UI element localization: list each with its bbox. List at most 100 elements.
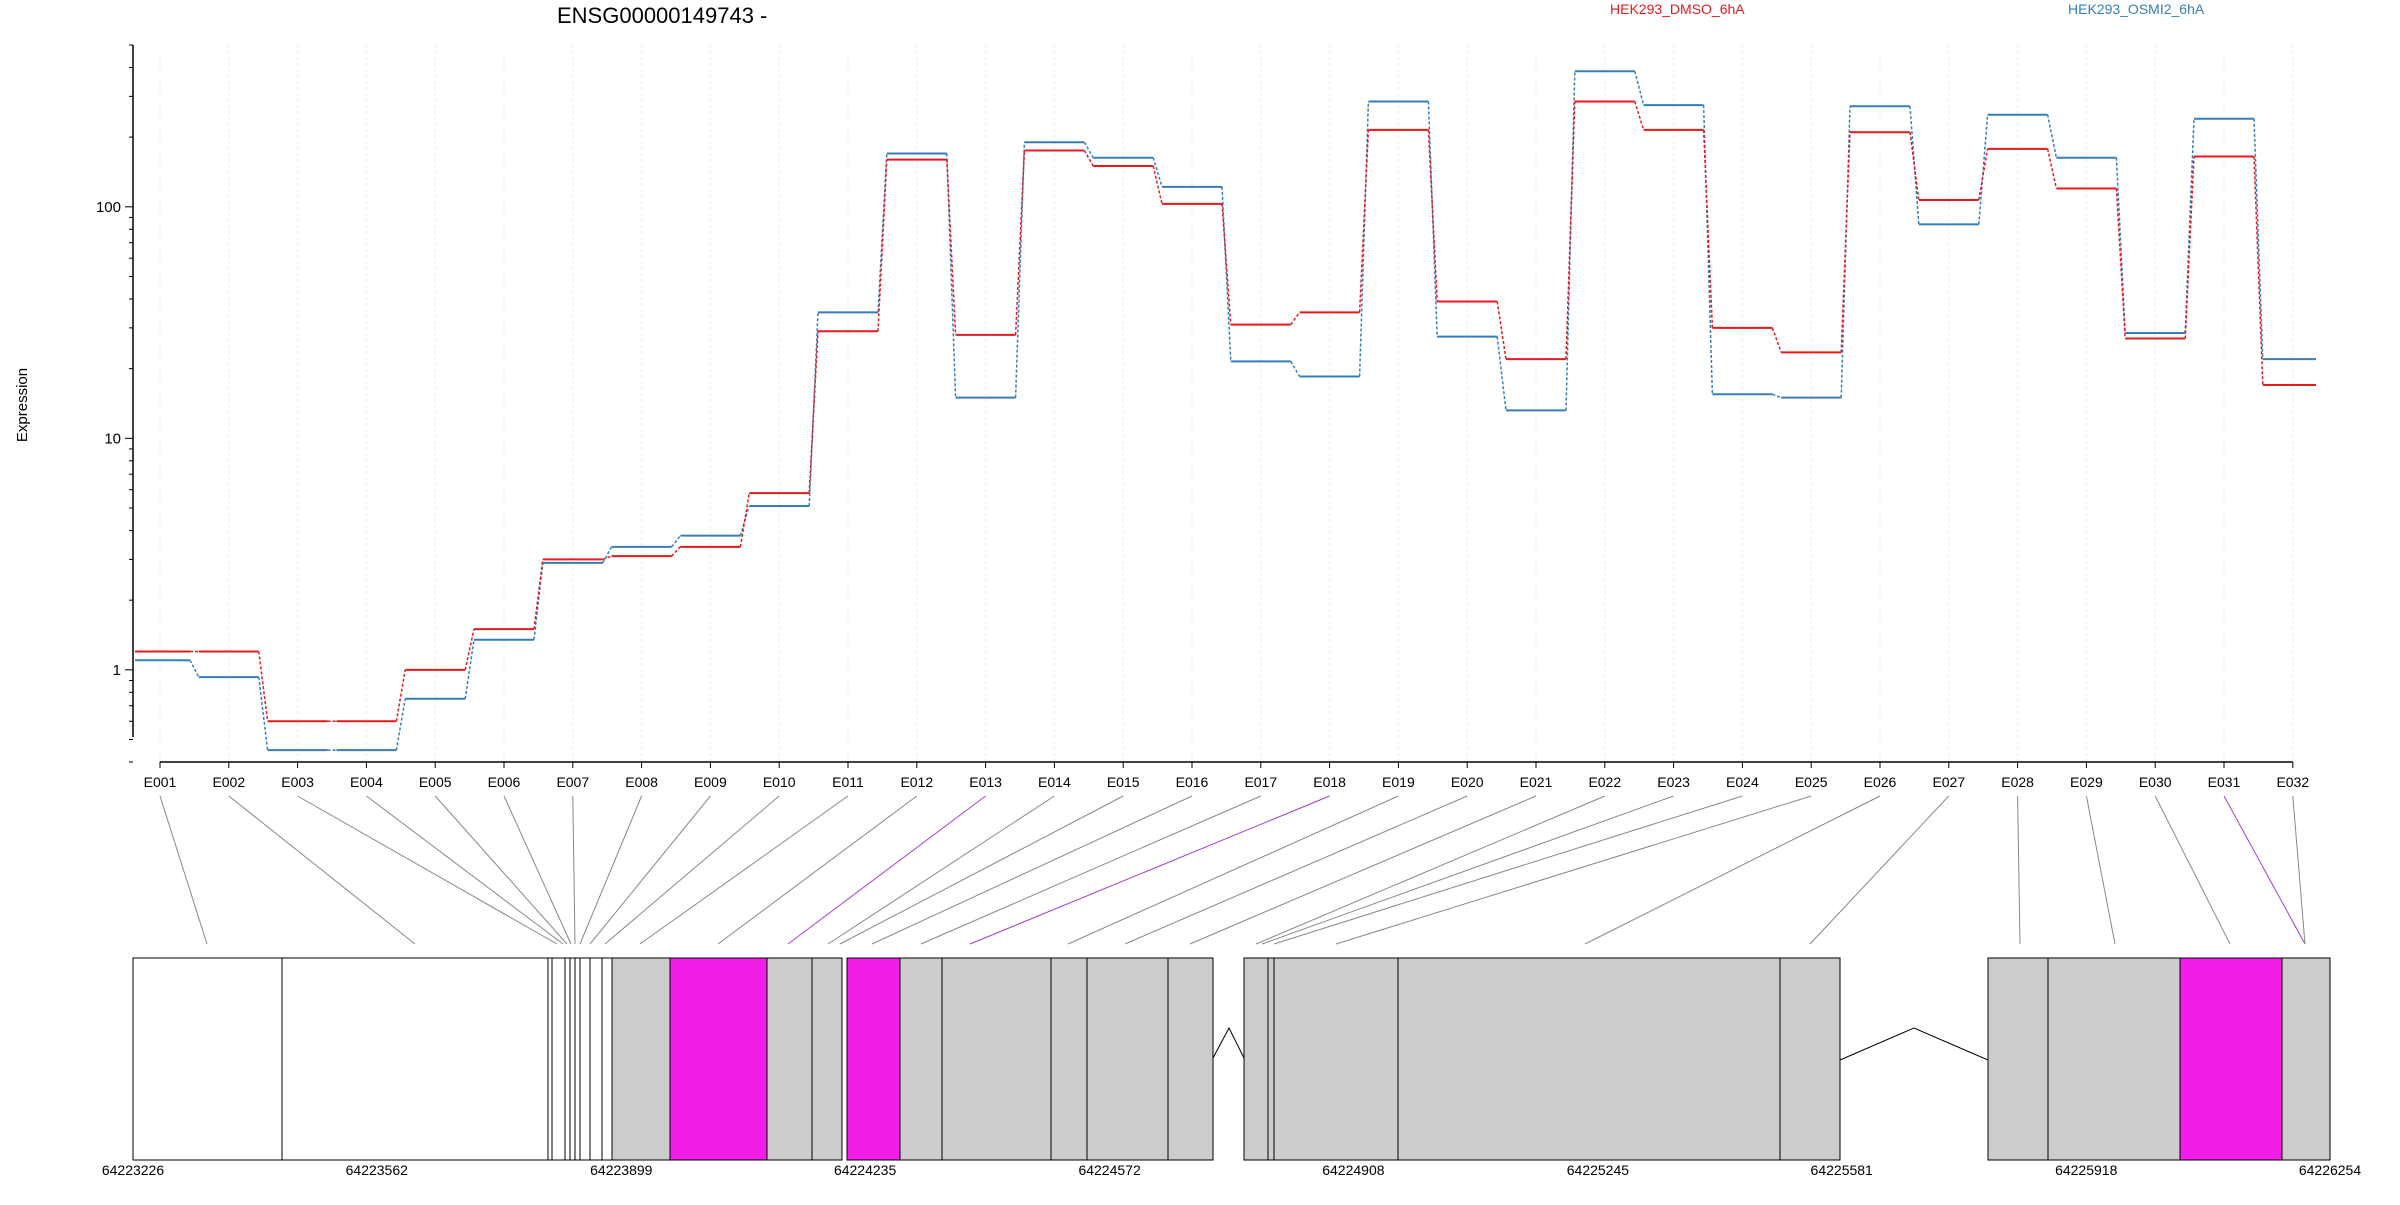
data-connector: [2253, 156, 2264, 386]
exon-block: [2047, 957, 2181, 1161]
data-connector: [2115, 188, 2126, 339]
exon-connector-E029: [2085, 795, 2116, 945]
exon-block: [547, 957, 553, 1161]
exon-connector-E023: [1261, 795, 1674, 945]
x-tick-label-E018: E018: [1313, 774, 1346, 790]
exon-connector-E022: [1255, 795, 1605, 945]
exon-block: [811, 957, 843, 1161]
genomic-coordinate-label: 64223899: [590, 1162, 653, 1178]
data-connector: [1634, 71, 1645, 106]
exon-block: [579, 957, 591, 1161]
data-connector: [533, 562, 544, 640]
gene-model: 64223226 64223562 64223899 64224235 64224572…: [102, 957, 2362, 1178]
data-connector: [1771, 327, 1782, 353]
data-connector: [1083, 141, 1094, 159]
exon-block: [899, 957, 943, 1161]
data-connector: [1152, 165, 1163, 205]
x-tick-label-E022: E022: [1588, 774, 1621, 790]
exon-connector-E028: [2017, 795, 2021, 945]
x-tick-label-E030: E030: [2139, 774, 2172, 790]
exon-block-highlighted: [669, 957, 768, 1161]
exon-block: [1167, 957, 1214, 1161]
exon-connector-E012: [717, 795, 918, 945]
exon-connector-E003: [297, 795, 558, 945]
x-tick-label-E013: E013: [969, 774, 1002, 790]
data-connector: [1772, 393, 1782, 399]
data-connector: [1496, 301, 1507, 360]
exon-block: [589, 957, 603, 1161]
x-tick-label-E010: E010: [763, 774, 796, 790]
exon-connector-E007: [572, 795, 576, 945]
legend-entry-osmi2: HEK293_OSMI2_6hA: [2068, 1, 2205, 17]
exon-connector-E010: [604, 795, 780, 945]
data-connector: [1290, 361, 1301, 377]
data-connector: [2115, 157, 2126, 334]
x-tick-label-E014: E014: [1038, 774, 1071, 790]
data-connector: [395, 698, 406, 751]
exon-block-highlighted: [846, 957, 901, 1161]
x-tick-label-E029: E029: [2070, 774, 2103, 790]
data-connector: [877, 159, 888, 332]
exon-block: [1267, 957, 1275, 1161]
connector-layer: [159, 795, 2306, 945]
x-tick-label-E007: E007: [556, 774, 589, 790]
exon-connector-E008: [579, 795, 643, 945]
exon-connector-E017: [920, 795, 1261, 945]
data-connector: [1014, 150, 1026, 335]
data-connector: [258, 651, 269, 722]
x-tick-label-E025: E025: [1795, 774, 1828, 790]
data-connector: [2184, 156, 2195, 339]
x-tick-label-E027: E027: [1932, 774, 1965, 790]
x-tick-label-E024: E024: [1726, 774, 1759, 790]
series-1: [135, 70, 2316, 752]
exon-connector-E013: [787, 795, 986, 945]
genomic-coordinate-label: 64226254: [2299, 1162, 2362, 1178]
data-connector: [464, 628, 475, 671]
grid-layer: [159, 45, 2294, 762]
x-tick-label-E008: E008: [625, 774, 658, 790]
chart-title: ENSG00000149743 -: [557, 3, 767, 28]
series-0: [135, 100, 2316, 723]
y-tick-label: 10: [104, 430, 121, 447]
data-connector: [877, 153, 888, 313]
exon-block: [1779, 957, 1841, 1161]
exon-connector-E024: [1273, 795, 1743, 945]
exon-connector-E009: [589, 795, 711, 945]
data-connector: [1221, 203, 1232, 325]
exon-connector-E004: [366, 795, 564, 945]
exon-block: [132, 957, 283, 1161]
data-connector: [1978, 114, 1989, 225]
exon-connector-E005: [434, 795, 568, 945]
x-tick-label-E023: E023: [1657, 774, 1690, 790]
x-tick-label-E001: E001: [144, 774, 177, 790]
genomic-coordinate-label: 64223562: [346, 1162, 409, 1178]
exon-block: [281, 957, 549, 1161]
exon-connector-E027: [1809, 795, 1950, 945]
data-connector: [2046, 114, 2058, 158]
exon-block: [1273, 957, 1399, 1161]
data-connector: [1358, 101, 1370, 377]
x-tick-label-E020: E020: [1451, 774, 1484, 790]
x-tick-label-E021: E021: [1520, 774, 1553, 790]
exon-block: [551, 957, 566, 1161]
exon-block: [1243, 957, 1269, 1161]
exon-connector-E025: [1335, 795, 1812, 945]
exon-block: [611, 957, 671, 1161]
exon-connector-E020: [1124, 795, 1468, 945]
x-tick-label-E011: E011: [832, 774, 864, 790]
exon-block: [574, 957, 581, 1161]
data-connector: [1909, 106, 1920, 225]
genomic-coordinate-label: 64224235: [834, 1162, 897, 1178]
genomic-coordinate-label: 64225581: [1811, 1162, 1874, 1178]
exon-block-highlighted: [2179, 957, 2283, 1161]
x-tick-label-E015: E015: [1107, 774, 1140, 790]
data-connector: [1909, 132, 1920, 201]
exon-connector-E015: [839, 795, 1124, 945]
exon-block: [1086, 957, 1169, 1161]
exon-block: [766, 957, 813, 1161]
exon-block: [1987, 957, 2049, 1161]
exon-connector-E001: [159, 795, 208, 945]
exon-connector-E021: [1189, 795, 1537, 945]
x-tick-label-E002: E002: [212, 774, 245, 790]
